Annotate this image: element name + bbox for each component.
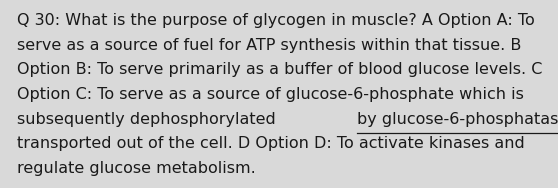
Text: Q 30: What is the purpose of glycogen in muscle? A Option A: To: Q 30: What is the purpose of glycogen in… <box>17 13 535 28</box>
Text: Option B: To serve primarily as a buffer of blood glucose levels. C: Option B: To serve primarily as a buffer… <box>17 62 542 77</box>
Text: Option C: To serve as a source of glucose-6-phosphate which is: Option C: To serve as a source of glucos… <box>17 87 523 102</box>
Text: transported out of the cell. D Option D: To activate kinases and: transported out of the cell. D Option D:… <box>17 136 525 151</box>
Text: serve as a source of fuel for ATP synthesis within that tissue. B: serve as a source of fuel for ATP synthe… <box>17 38 521 53</box>
Text: by glucose-6-phosphatase: by glucose-6-phosphatase <box>357 112 558 127</box>
Text: regulate glucose metabolism.: regulate glucose metabolism. <box>17 161 256 176</box>
Text: subsequently dephosphorylated: subsequently dephosphorylated <box>17 112 281 127</box>
